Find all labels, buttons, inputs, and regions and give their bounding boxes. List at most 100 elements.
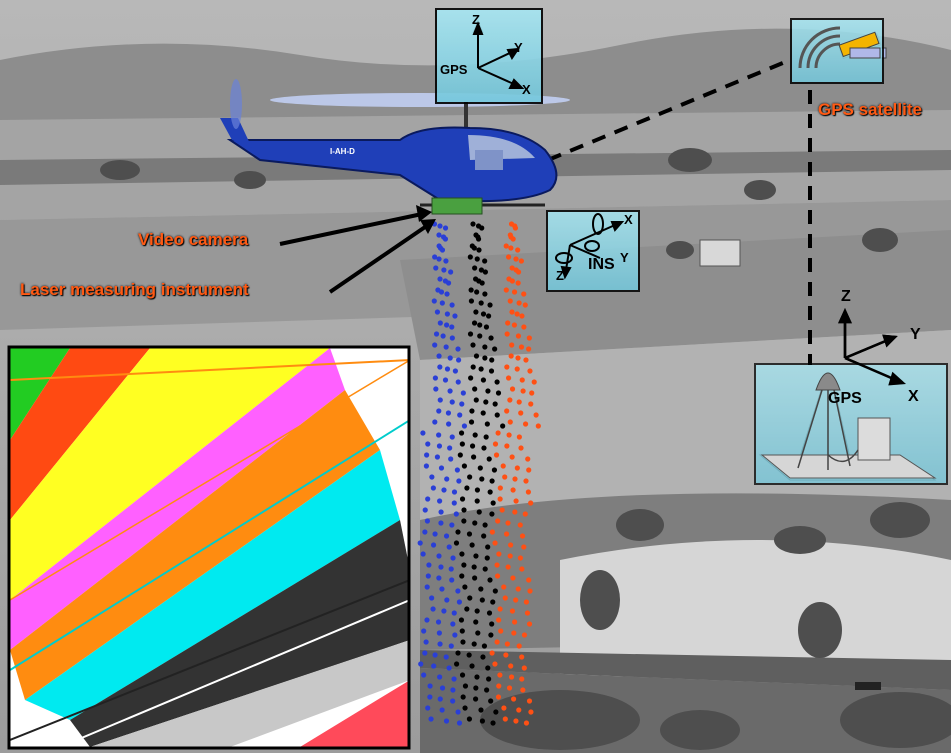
laser-point [434, 309, 441, 315]
laser-point [478, 300, 484, 306]
laser-point [437, 397, 443, 403]
laser-point [516, 399, 522, 405]
laser-point [462, 705, 468, 711]
laser-point [512, 476, 518, 482]
laser-point [492, 540, 498, 546]
laser-point [502, 474, 508, 480]
laser-point [443, 718, 450, 724]
laser-point [489, 511, 495, 517]
laser-point [473, 397, 479, 403]
laser-point [488, 632, 494, 638]
laser-point [436, 575, 442, 581]
laser-point [511, 289, 518, 295]
laser-point [469, 408, 475, 414]
laser-point [533, 412, 539, 418]
laser-point [472, 575, 478, 581]
laser-point [446, 421, 452, 427]
laser-point [466, 716, 473, 722]
laser-point [493, 709, 499, 715]
laser-point [452, 632, 458, 638]
laser-point [448, 566, 454, 572]
laser-point [461, 463, 468, 469]
laser-point [424, 584, 430, 590]
laser-point [455, 709, 461, 715]
laser-point [481, 533, 487, 539]
laser-point [429, 595, 435, 601]
laser-point [425, 573, 431, 579]
laser-point [521, 632, 528, 638]
laser-point [519, 566, 525, 572]
laser-point [447, 355, 453, 361]
laser-point [480, 311, 487, 317]
laser-point [433, 265, 439, 271]
laser-point [451, 489, 458, 495]
laser-point [517, 555, 523, 561]
laser-point [489, 529, 495, 535]
laser-point [535, 423, 541, 429]
laser-point [478, 707, 484, 713]
laser-point [480, 377, 487, 383]
laser-point [451, 500, 457, 506]
laser-point [512, 509, 518, 515]
laser-point [439, 685, 446, 691]
laser-point [473, 619, 479, 625]
laser-point [473, 309, 479, 315]
laser-point [423, 463, 429, 469]
laser-point [509, 278, 515, 284]
laser-point [455, 357, 462, 363]
laser-point [510, 575, 516, 581]
laser-point [446, 665, 452, 671]
laser-point [435, 619, 442, 625]
laser-point [481, 445, 487, 451]
laser-point [514, 465, 520, 471]
laser-point [511, 630, 517, 636]
laser-point [455, 588, 461, 594]
laser-point [486, 610, 493, 616]
laser-point [474, 498, 480, 504]
laser-point [515, 269, 522, 275]
laser-point [436, 553, 442, 559]
laser-point [476, 509, 482, 515]
laser-point [450, 621, 456, 627]
laser-point [432, 254, 438, 260]
laser-point [507, 298, 513, 304]
laser-point [459, 551, 465, 557]
ground-gps-station-box [754, 363, 948, 485]
laser-point [476, 247, 482, 253]
laser-point [424, 617, 430, 623]
laser-point [469, 663, 475, 669]
laser-point [455, 379, 461, 385]
laser-point [449, 324, 455, 330]
ins-y-label: Y [620, 250, 629, 265]
laser-point [519, 676, 525, 682]
laser-point [505, 375, 512, 381]
laser-point [480, 410, 486, 416]
laser-point [468, 287, 474, 293]
laser-point [497, 606, 503, 612]
laser-point [494, 639, 500, 645]
laser-point [488, 335, 494, 341]
laser-point [464, 606, 470, 612]
laser-point [493, 452, 500, 458]
laser-point [438, 289, 445, 295]
air-gps-y-label: Y [514, 40, 523, 55]
laser-point [526, 467, 532, 473]
ground-gps-label: GPS [828, 390, 862, 407]
laser-point [495, 694, 502, 700]
laser-point [509, 342, 515, 348]
laser-point [472, 520, 478, 526]
laser-point [485, 665, 491, 671]
laser-point [528, 401, 534, 407]
laser-point [521, 324, 527, 330]
laser-point [489, 478, 495, 484]
laser-point [433, 386, 439, 392]
laser-point [437, 320, 443, 326]
laser-point [492, 346, 498, 352]
laser-point [448, 643, 454, 649]
laser-point [467, 254, 473, 260]
laser-point [528, 500, 534, 506]
laser-point [479, 597, 485, 603]
laser-point [498, 628, 504, 634]
laser-point [484, 555, 490, 561]
laser-point [444, 311, 450, 317]
